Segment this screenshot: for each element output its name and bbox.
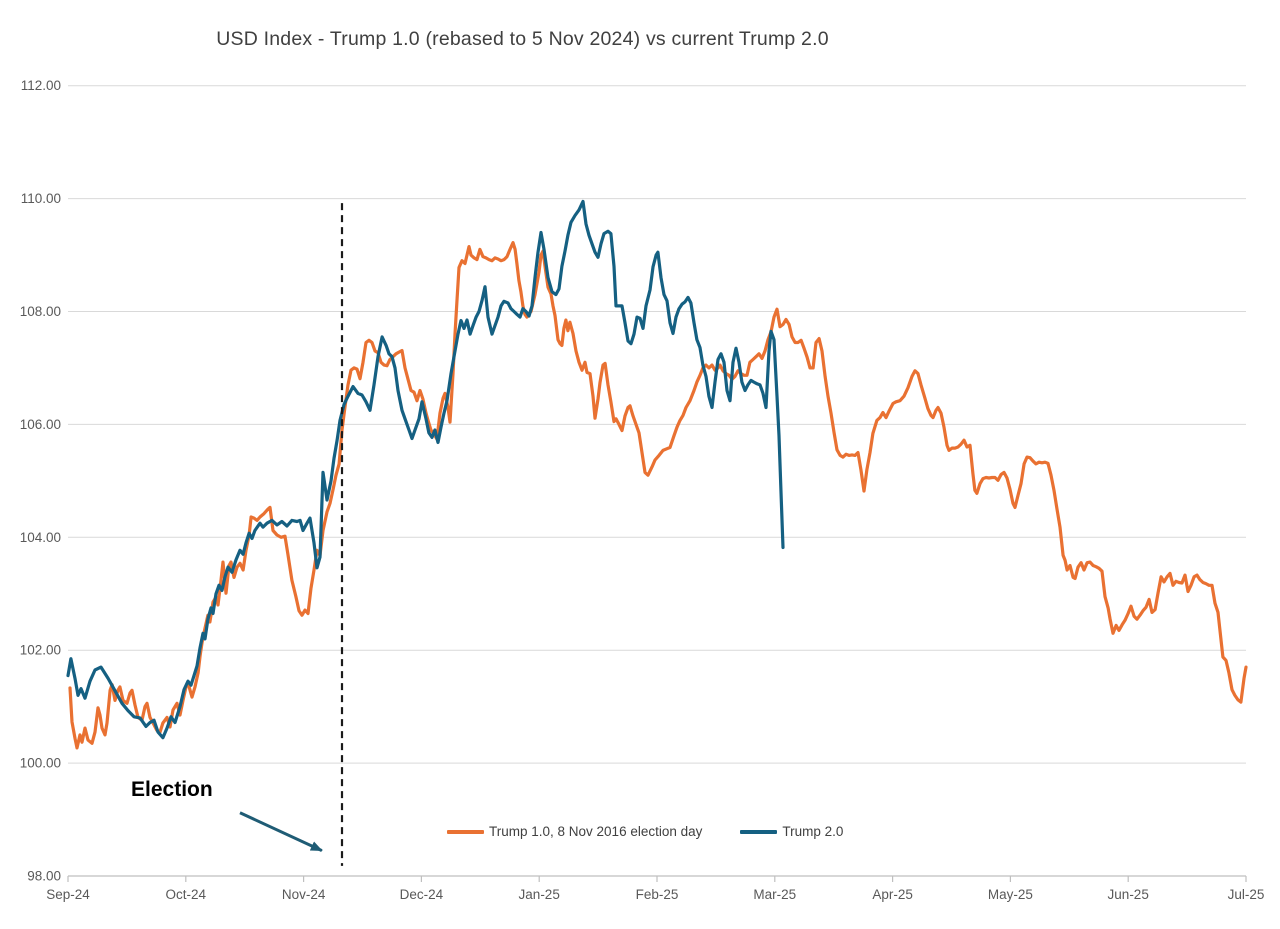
series-line-trump-2: [66, 199, 785, 740]
y-axis-tick-label: 106.00: [20, 417, 61, 432]
x-axis-tick-label: Dec-24: [400, 887, 444, 902]
legend-label-trump1: Trump 1.0, 8 Nov 2016 election day: [489, 824, 703, 839]
x-axis-tick-label: Mar-25: [753, 887, 796, 902]
x-axis-tick-label: Feb-25: [636, 887, 679, 902]
series-line-trump-1: [68, 241, 1248, 750]
x-axis-labels: Sep-24 Oct-24 Nov-24 Dec-24 Jan-25 Feb-25 Mar-…: [46, 887, 1264, 902]
chart-title: USD Index - Trump 1.0 (rebased to 5 Nov …: [216, 28, 829, 50]
y-axis-tick-label: 110.00: [21, 191, 61, 206]
x-axis-tick-label: Jun-25: [1108, 887, 1149, 902]
x-axis-tick-label: Jul-25: [1228, 887, 1265, 902]
y-axis-tick-label: 104.00: [20, 530, 61, 545]
x-axis-tick-label: May-25: [988, 887, 1033, 902]
x-axis-tick-label: Jan-25: [519, 887, 560, 902]
y-axis-tick-label: 108.00: [20, 304, 61, 319]
election-arrow: [239, 811, 323, 852]
x-axis-tick-label: Apr-25: [872, 887, 913, 902]
legend-item-trump2: Trump 2.0: [740, 824, 843, 839]
y-axis-labels: 98.00 100.00 102.00 104.00 106.00 108.00 110.0…: [20, 78, 61, 883]
legend-label-trump2: Trump 2.0: [782, 824, 844, 839]
y-axis-tick-label: 112.00: [21, 78, 61, 93]
chart-legend: Trump 1.0, 8 Nov 2016 election day Trump…: [447, 824, 843, 839]
y-gridlines: [68, 85, 1246, 877]
y-axis-tick-label: 100.00: [20, 756, 61, 771]
x-axis-tick-label: Oct-24: [166, 887, 207, 902]
legend-swatch-trump2-line: [740, 829, 778, 834]
x-axis-tick-label: Nov-24: [282, 887, 326, 902]
legend-swatch-trump1-line: [447, 829, 484, 834]
y-axis-tick-label: 98.00: [27, 869, 61, 884]
legend-item-trump1: Trump 1.0, 8 Nov 2016 election day: [447, 824, 702, 839]
election-annotation-label: Election: [131, 778, 213, 801]
x-axis-ticks: [67, 876, 1247, 882]
x-axis-tick-label: Sep-24: [46, 887, 90, 902]
y-axis-tick-label: 102.00: [20, 643, 61, 658]
